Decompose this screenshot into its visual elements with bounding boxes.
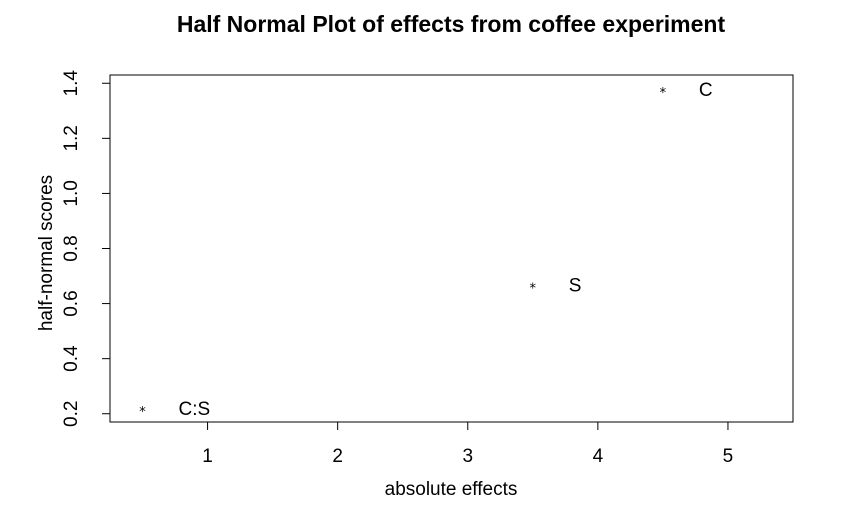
x-axis: 1 2 3 4 5: [202, 422, 733, 467]
x-tick-label: 5: [723, 446, 734, 467]
point-label: C: [699, 80, 713, 101]
x-tick-label: 2: [332, 446, 343, 467]
data-points: * C:S * S * C: [139, 80, 712, 420]
x-tick-label: 3: [462, 446, 473, 467]
y-tick-label: 0.6: [61, 290, 82, 316]
point-label: C:S: [179, 399, 211, 420]
y-axis-label: half-normal scores: [36, 175, 57, 331]
y-tick-label: 1.4: [61, 70, 82, 97]
x-axis-label: absolute effects: [385, 479, 518, 500]
y-tick-label: 0.4: [61, 345, 82, 372]
y-tick-label: 1.0: [61, 180, 82, 206]
y-tick-label: 0.8: [61, 235, 82, 261]
point-label: S: [569, 275, 582, 296]
data-point: *: [530, 281, 537, 296]
data-point: *: [660, 86, 667, 101]
y-tick-label: 0.2: [61, 401, 82, 427]
plot-frame: [109, 74, 794, 423]
x-tick-label: 1: [202, 446, 213, 467]
data-point: *: [139, 405, 146, 420]
x-tick-label: 4: [593, 446, 604, 467]
chart-title: Half Normal Plot of effects from coffee …: [177, 11, 726, 37]
y-axis: 0.2 0.4 0.6 0.8 1.0 1.2 1.4: [61, 70, 110, 427]
y-tick-label: 1.2: [61, 125, 82, 151]
